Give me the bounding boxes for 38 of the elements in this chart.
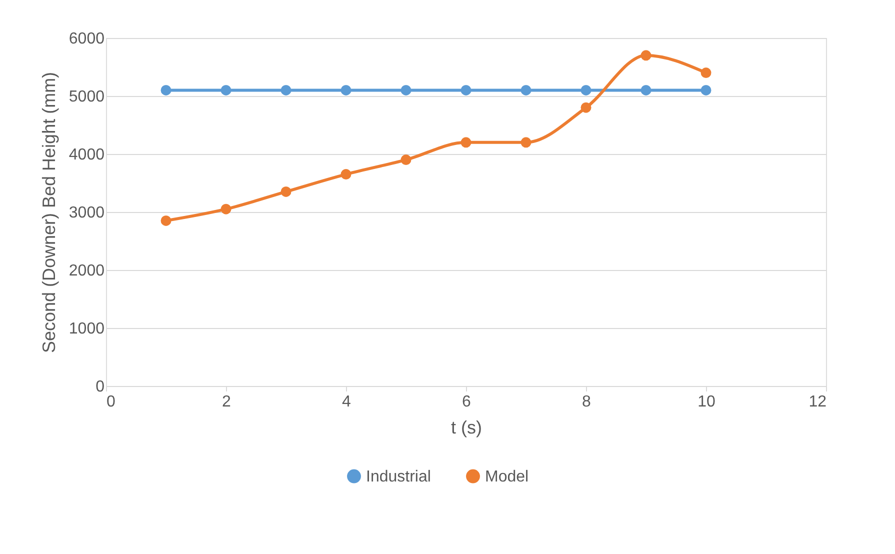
y-axis-title: Second (Downer) Bed Height (mm) [38, 72, 59, 354]
point [580, 102, 592, 113]
y-tick-label: 0 [96, 378, 105, 396]
point [460, 137, 472, 148]
x-tick-label: 6 [462, 394, 472, 410]
y-tick-label: 4000 [68, 146, 105, 164]
point [400, 84, 412, 96]
point [400, 154, 412, 166]
point [160, 215, 172, 226]
y-tick-label: 6000 [68, 30, 105, 48]
point [280, 186, 292, 197]
x-tick-label: 8 [582, 394, 592, 410]
y-tick-label: 2000 [68, 262, 105, 280]
point [700, 84, 712, 96]
point [220, 204, 232, 214]
point [700, 68, 712, 78]
y-tick-label: 5000 [68, 88, 105, 106]
point [640, 50, 652, 61]
x-tick-label: 12 [808, 394, 827, 410]
x-tick-label: 0 [106, 394, 116, 410]
point [220, 84, 232, 96]
legend-label: Model [485, 468, 529, 486]
point [340, 84, 352, 96]
x-tick-label: 10 [698, 394, 716, 410]
legend-label: Industrial [366, 468, 431, 486]
point [460, 84, 472, 96]
y-tick-label: 1000 [68, 320, 105, 338]
y-tick-label: 3000 [68, 204, 105, 222]
x-tick-label: 4 [342, 394, 352, 410]
point [640, 84, 652, 96]
point [520, 84, 532, 96]
point [340, 169, 352, 180]
x-axis-title: t (s) [451, 418, 482, 438]
point [280, 84, 292, 96]
point [580, 84, 592, 96]
point [160, 84, 172, 96]
x-tick-label: 2 [222, 394, 232, 410]
point [520, 137, 532, 148]
